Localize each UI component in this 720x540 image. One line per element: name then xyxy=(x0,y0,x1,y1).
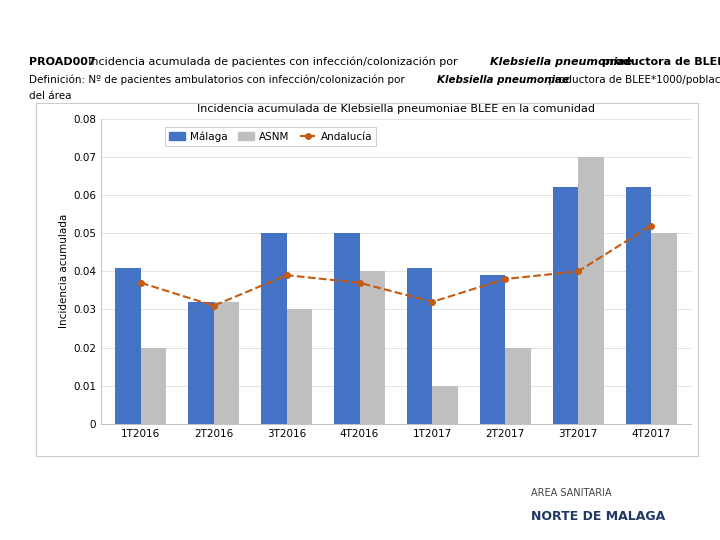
Bar xyxy=(141,348,166,424)
Bar xyxy=(214,302,239,424)
Legend: Málaga, ASNM, Andalucía: Málaga, ASNM, Andalucía xyxy=(165,127,377,146)
Bar xyxy=(115,267,141,424)
Bar xyxy=(480,275,505,424)
Text: Definición: Nº de pacientes ambulatorios con infección/colonización por: Definición: Nº de pacientes ambulatorios… xyxy=(29,75,408,85)
Text: . Incidencia acumulada de pacientes con infección/colonización por: . Incidencia acumulada de pacientes con … xyxy=(81,57,462,67)
Text: productora de BLEE.: productora de BLEE. xyxy=(598,57,720,67)
Text: AREA SANITARIA: AREA SANITARIA xyxy=(531,488,612,498)
Text: del área: del área xyxy=(29,91,71,101)
Bar xyxy=(578,157,604,424)
Bar xyxy=(287,309,312,424)
Bar xyxy=(261,233,287,424)
Text: Málaga 22 de mayo de 2018: Málaga 22 de mayo de 2018 xyxy=(14,498,174,509)
Text: PROAD007: PROAD007 xyxy=(29,57,96,67)
Text: Klebsiella pneumoniae: Klebsiella pneumoniae xyxy=(490,57,632,67)
Text: NORTE DE MALA⁠GA: NORTE DE MALA⁠GA xyxy=(531,510,665,523)
Bar xyxy=(334,233,359,424)
Bar xyxy=(553,187,578,424)
Bar xyxy=(188,302,214,424)
Bar xyxy=(433,386,458,424)
Bar xyxy=(626,187,651,424)
Bar xyxy=(651,233,677,424)
Bar xyxy=(407,267,433,424)
Title: Incidencia acumulada de Klebsiella pneumoniae BLEE en la comunidad: Incidencia acumulada de Klebsiella pneum… xyxy=(197,104,595,114)
Y-axis label: Incidencia acumulada: Incidencia acumulada xyxy=(59,214,69,328)
Bar xyxy=(359,271,385,424)
Text: Klebsiella pneumoniae: Klebsiella pneumoniae xyxy=(437,75,569,85)
Text: productora de BLEE*1000/población: productora de BLEE*1000/población xyxy=(545,75,720,85)
Bar xyxy=(505,348,531,424)
